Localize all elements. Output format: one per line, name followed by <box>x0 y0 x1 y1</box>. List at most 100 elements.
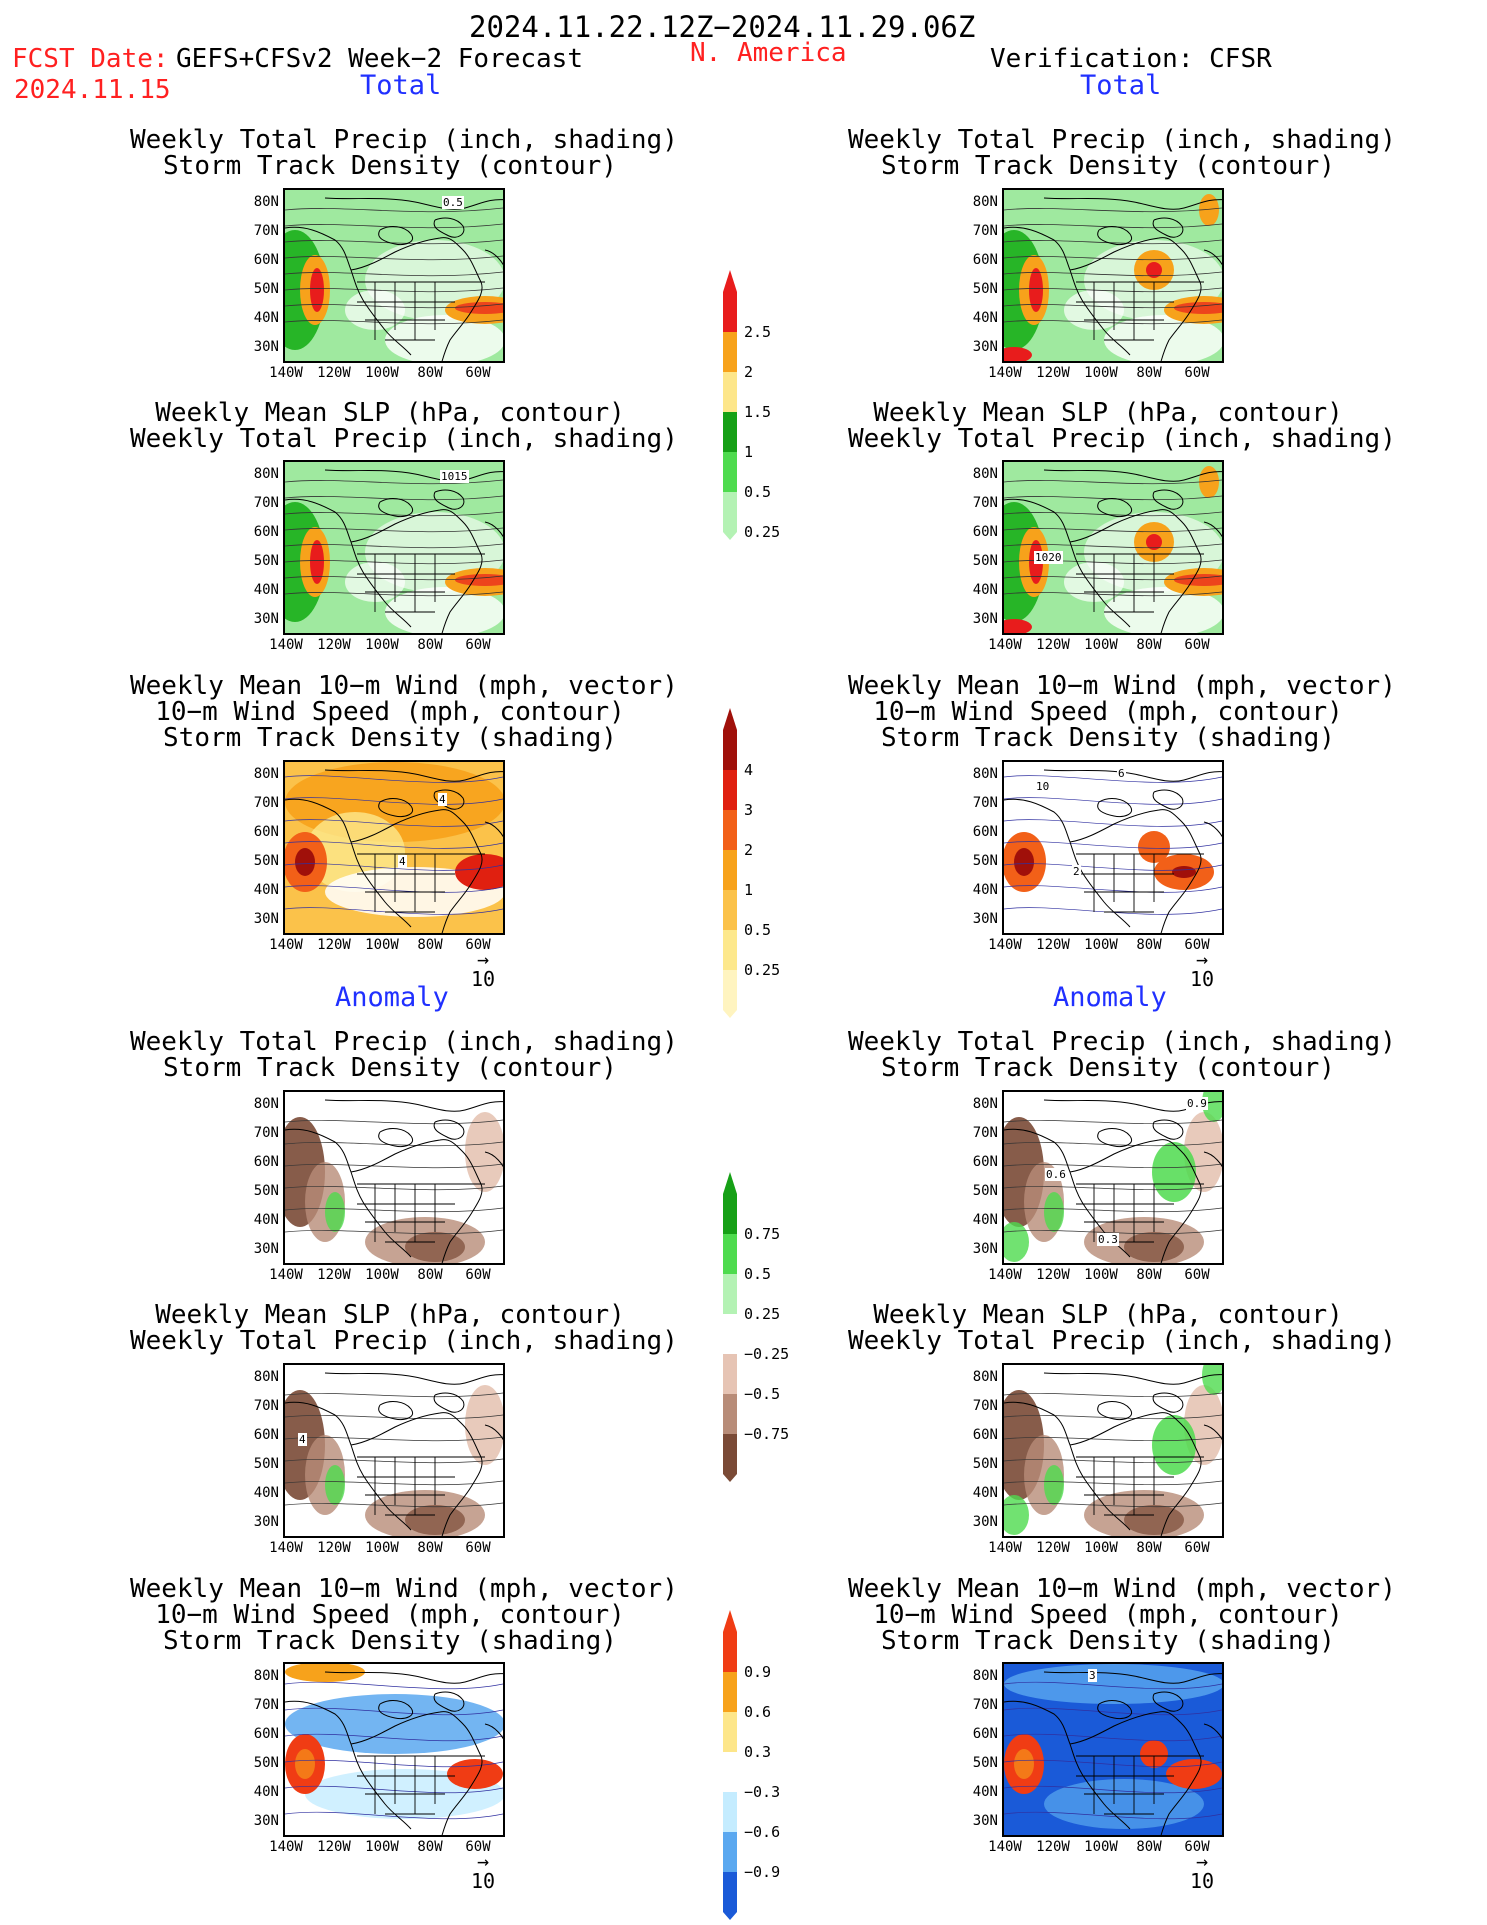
colorbar-tick-label: −0.9 <box>744 1863 781 1881</box>
colorbar-tick-label: 0.9 <box>744 1663 772 1681</box>
lat-tick-label: 50N <box>253 853 279 869</box>
colorbar-tick-label: 0.75 <box>744 1225 781 1243</box>
panel-title-line: Weekly Total Precip (inch, shading) <box>130 424 678 454</box>
lon-tick-label: 80W <box>417 637 443 653</box>
lat-tick-label: 80N <box>972 766 998 782</box>
contour-label: 1015 <box>440 470 469 483</box>
colorbar-storm-total <box>722 708 737 1022</box>
lat-tick-label: 80N <box>972 194 998 210</box>
lon-tick-label: 100W <box>365 1540 399 1556</box>
lat-tick-label: 30N <box>972 911 998 927</box>
lon-tick-label: 100W <box>1084 1267 1118 1283</box>
lon-tick-label: 80W <box>1136 937 1162 953</box>
panel-title-line: Storm Track Density (shading) <box>163 1626 617 1656</box>
fcst-date: 2024.11.15 <box>14 75 171 105</box>
lat-tick-label: 30N <box>253 611 279 627</box>
lat-tick-label: 70N <box>972 223 998 239</box>
panel-title-line: Storm Track Density (contour) <box>163 1053 617 1083</box>
lat-tick-label: 40N <box>972 582 998 598</box>
panel-title-line: 10−m Wind Speed (mph, contour) <box>873 1600 1343 1630</box>
map-panel <box>1002 1662 1224 1837</box>
lat-tick-label: 60N <box>972 1427 998 1443</box>
map-panel <box>1002 760 1224 935</box>
lon-tick-label: 140W <box>269 1267 303 1283</box>
panel-title-line: Weekly Mean SLP (hPa, contour) <box>155 1300 625 1330</box>
lat-tick-label: 50N <box>972 1755 998 1771</box>
lon-tick-label: 120W <box>1036 1839 1070 1855</box>
lon-tick-label: 80W <box>1136 1540 1162 1556</box>
map-graphic <box>285 462 503 633</box>
lon-tick-label: 100W <box>365 637 399 653</box>
lon-tick-label: 120W <box>317 1839 351 1855</box>
lon-tick-label: 80W <box>417 1540 443 1556</box>
map-panel <box>283 1662 505 1837</box>
lon-tick-label: 120W <box>1036 365 1070 381</box>
lat-tick-label: 50N <box>253 1755 279 1771</box>
map-panel <box>283 460 505 635</box>
lon-tick-label: 100W <box>365 365 399 381</box>
map-panel <box>1002 1363 1224 1538</box>
lat-tick-label: 80N <box>253 1369 279 1385</box>
lat-tick-label: 80N <box>972 466 998 482</box>
contour-label: 1020 <box>1034 551 1063 564</box>
colorbar-tick-label: 2.5 <box>744 323 772 341</box>
lon-tick-label: 120W <box>317 1267 351 1283</box>
colorbar-tick-label: 0.6 <box>744 1703 772 1721</box>
lon-tick-label: 140W <box>988 1839 1022 1855</box>
colorbar-tick-label: 4 <box>744 761 754 779</box>
lat-tick-label: 70N <box>972 1697 998 1713</box>
vector-reference-value: 10 <box>1189 1869 1215 1893</box>
panel-title-line: 10−m Wind Speed (mph, contour) <box>873 697 1343 727</box>
lon-tick-label: 100W <box>365 937 399 953</box>
lon-tick-label: 60W <box>465 365 491 381</box>
region-title: N. America <box>690 38 847 68</box>
lat-tick-label: 30N <box>972 611 998 627</box>
panel-title-line: Weekly Mean SLP (hPa, contour) <box>873 1300 1343 1330</box>
map-graphic <box>1004 1664 1222 1835</box>
map-panel <box>283 760 505 935</box>
colorbar-tick-label: 1.5 <box>744 403 772 421</box>
lat-tick-label: 70N <box>253 1398 279 1414</box>
lon-tick-label: 140W <box>269 365 303 381</box>
lat-tick-label: 50N <box>972 853 998 869</box>
panel-title-line: Weekly Mean 10−m Wind (mph, vector) <box>848 1574 1396 1604</box>
section-total-right: Total <box>1080 70 1162 101</box>
lon-tick-label: 120W <box>317 637 351 653</box>
lat-tick-label: 40N <box>253 1212 279 1228</box>
map-graphic <box>1004 1092 1222 1263</box>
lat-tick-label: 30N <box>253 1813 279 1829</box>
lat-tick-label: 80N <box>972 1668 998 1684</box>
lon-tick-label: 120W <box>1036 637 1070 653</box>
lon-tick-label: 80W <box>1136 637 1162 653</box>
lat-tick-label: 70N <box>253 1697 279 1713</box>
lat-tick-label: 50N <box>253 553 279 569</box>
lon-tick-label: 80W <box>1136 1267 1162 1283</box>
lat-tick-label: 40N <box>972 1485 998 1501</box>
lat-tick-label: 70N <box>972 1398 998 1414</box>
contour-label: 0.3 <box>1097 1233 1119 1246</box>
lat-tick-label: 60N <box>972 1726 998 1742</box>
lon-tick-label: 140W <box>988 637 1022 653</box>
panel-title-line: Storm Track Density (contour) <box>163 151 617 181</box>
lat-tick-label: 60N <box>972 1154 998 1170</box>
lat-tick-label: 50N <box>972 1183 998 1199</box>
lat-tick-label: 70N <box>972 1125 998 1141</box>
colorbar-tick-label: 1 <box>744 881 754 899</box>
lon-tick-label: 100W <box>1084 1540 1118 1556</box>
lon-tick-label: 100W <box>1084 365 1118 381</box>
lon-tick-label: 120W <box>317 937 351 953</box>
lon-tick-label: 120W <box>317 365 351 381</box>
lat-tick-label: 30N <box>253 1241 279 1257</box>
colorbar-tick-label: 2 <box>744 841 754 859</box>
colorbar-tick-label: −0.6 <box>744 1823 781 1841</box>
colorbar-tick-label: 0.5 <box>744 1265 772 1283</box>
panel-title-line: Storm Track Density (contour) <box>881 1053 1335 1083</box>
map-graphic <box>1004 769 1222 933</box>
lat-tick-label: 60N <box>253 824 279 840</box>
panel-title-line: Storm Track Density (shading) <box>163 723 617 753</box>
colorbar-tick-label: −0.5 <box>744 1385 781 1403</box>
colorbar-tick-label: 3 <box>744 801 754 819</box>
colorbar-tick-label: 2 <box>744 363 754 381</box>
panel-title-line: 10−m Wind Speed (mph, contour) <box>155 1600 625 1630</box>
lon-tick-label: 60W <box>1184 1540 1210 1556</box>
